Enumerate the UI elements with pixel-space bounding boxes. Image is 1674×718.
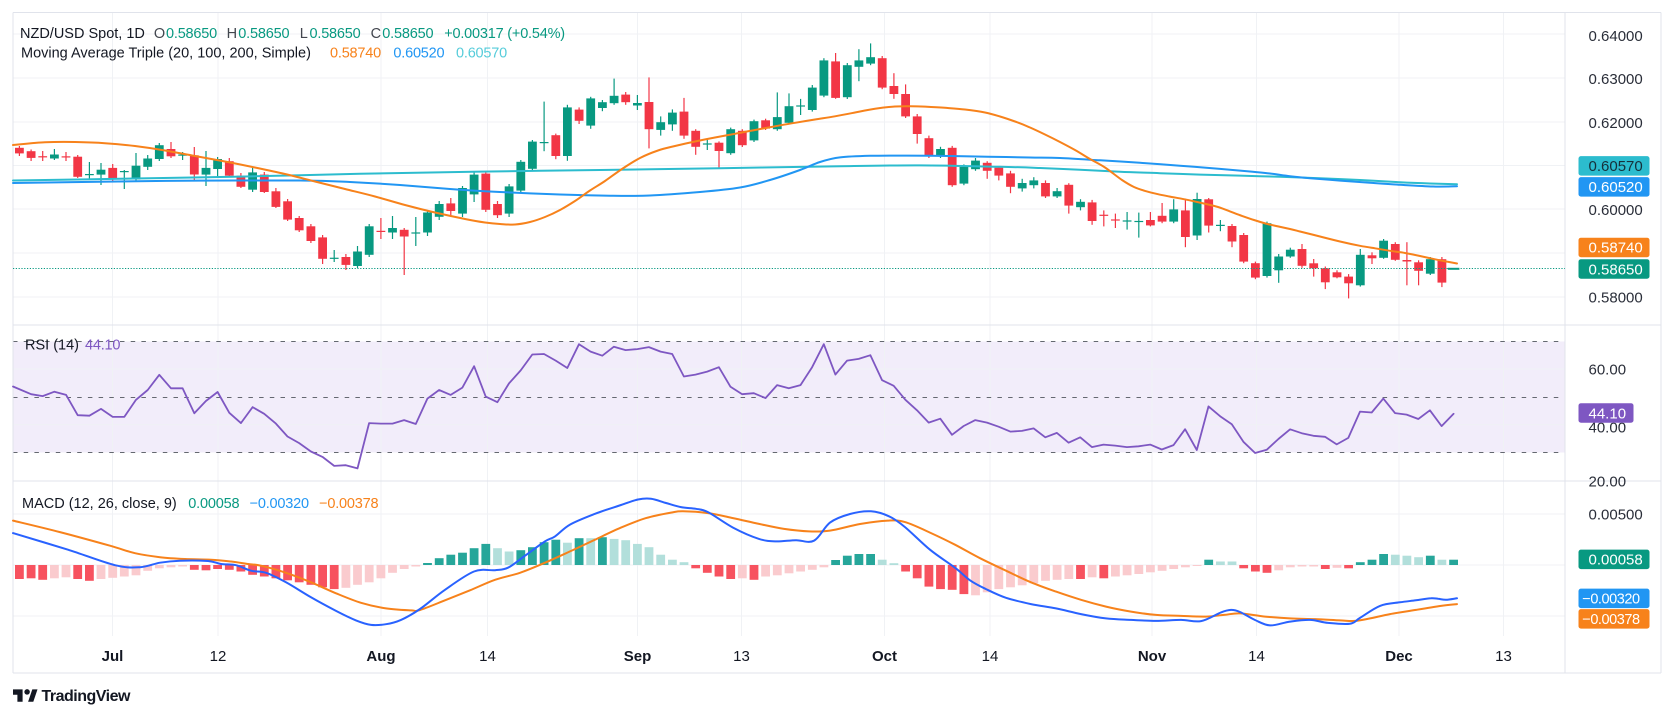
svg-text:14: 14 xyxy=(982,648,999,665)
svg-text:0.58740: 0.58740 xyxy=(330,46,381,62)
svg-text:0.60570: 0.60570 xyxy=(1589,158,1643,175)
svg-text:0.00058: 0.00058 xyxy=(1589,552,1643,569)
svg-text:Jul: Jul xyxy=(102,648,124,665)
svg-text:−0.00378: −0.00378 xyxy=(319,496,378,512)
svg-text:0.60520: 0.60520 xyxy=(1589,179,1643,196)
svg-text:TradingView: TradingView xyxy=(42,688,132,705)
svg-text:13: 13 xyxy=(733,648,750,665)
svg-text:Aug: Aug xyxy=(366,648,395,665)
svg-text:60.00: 60.00 xyxy=(1589,362,1627,379)
svg-text:NZD/USD Spot, 1D: NZD/USD Spot, 1D xyxy=(20,26,145,42)
svg-text:13: 13 xyxy=(1495,648,1512,665)
svg-text:+0.00317 (+0.54%): +0.00317 (+0.54%) xyxy=(444,26,565,42)
svg-text:Oct: Oct xyxy=(872,648,897,665)
svg-text:0.60570: 0.60570 xyxy=(456,46,507,62)
svg-text:0.58650: 0.58650 xyxy=(382,26,433,42)
svg-text:H: H xyxy=(227,26,237,42)
svg-text:12: 12 xyxy=(210,648,227,665)
svg-text:14: 14 xyxy=(479,648,496,665)
svg-text:C: C xyxy=(371,26,381,42)
svg-text:O: O xyxy=(154,26,165,42)
svg-text:14: 14 xyxy=(1248,648,1265,665)
svg-text:0.58650: 0.58650 xyxy=(1589,261,1643,278)
svg-text:−0.00320: −0.00320 xyxy=(1582,592,1640,608)
svg-text:44.10: 44.10 xyxy=(1589,405,1627,422)
svg-text:0.00058: 0.00058 xyxy=(188,496,239,512)
svg-text:Sep: Sep xyxy=(624,648,652,665)
svg-text:Moving Average Triple (20, 100: Moving Average Triple (20, 100, 200, Sim… xyxy=(21,46,311,62)
svg-text:0.58650: 0.58650 xyxy=(238,26,289,42)
svg-text:0.63000: 0.63000 xyxy=(1589,71,1643,88)
svg-text:0.58000: 0.58000 xyxy=(1589,289,1643,306)
svg-text:0.60000: 0.60000 xyxy=(1589,202,1643,219)
svg-text:0.58740: 0.58740 xyxy=(1589,240,1643,257)
svg-text:40.00: 40.00 xyxy=(1589,419,1627,436)
svg-text:L: L xyxy=(300,26,308,42)
svg-text:0.64000: 0.64000 xyxy=(1589,28,1643,45)
svg-text:0.62000: 0.62000 xyxy=(1589,115,1643,132)
svg-text:0.58650: 0.58650 xyxy=(310,26,361,42)
svg-text:Dec: Dec xyxy=(1385,648,1413,665)
svg-text:20.00: 20.00 xyxy=(1589,473,1627,490)
svg-text:44.10: 44.10 xyxy=(85,338,120,354)
svg-text:0.58650: 0.58650 xyxy=(166,26,217,42)
svg-text:−0.00378: −0.00378 xyxy=(1582,612,1640,628)
svg-text:0.00500: 0.00500 xyxy=(1589,506,1643,523)
svg-text:RSI (14): RSI (14) xyxy=(25,338,79,354)
svg-text:−0.00320: −0.00320 xyxy=(250,496,309,512)
svg-text:Nov: Nov xyxy=(1138,648,1167,665)
svg-text:0.60520: 0.60520 xyxy=(393,46,444,62)
svg-text:MACD (12, 26, close, 9): MACD (12, 26, close, 9) xyxy=(22,496,177,512)
